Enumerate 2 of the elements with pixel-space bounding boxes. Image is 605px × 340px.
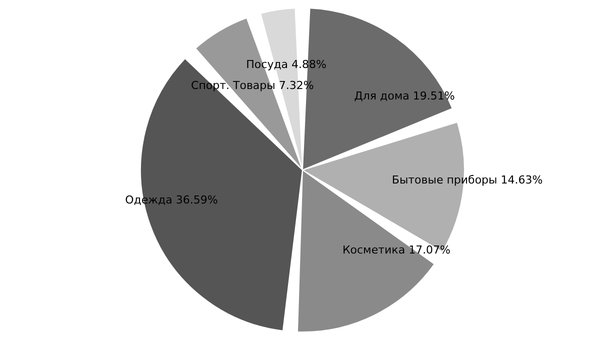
slice-label: Бытовые приборы 14.63% [392, 173, 543, 186]
slice-label: Косметика 17.07% [342, 244, 451, 257]
